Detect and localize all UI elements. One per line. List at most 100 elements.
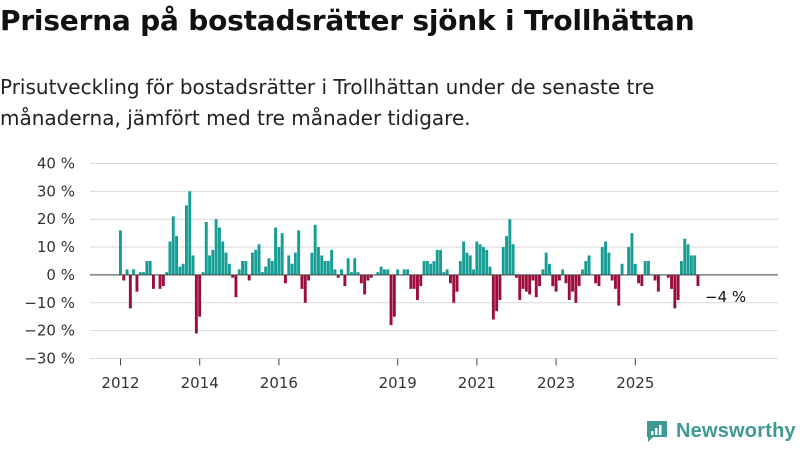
bar <box>528 274 532 295</box>
bar <box>643 261 647 275</box>
y-tick-label: −10 % <box>24 294 75 312</box>
bar <box>208 255 211 275</box>
bar <box>198 274 202 317</box>
chart-title: Priserna på bostadsrätter sjönk i Trollh… <box>0 4 695 37</box>
bar <box>538 274 541 287</box>
bar <box>614 274 617 289</box>
bar <box>498 274 502 300</box>
bar <box>425 261 429 275</box>
bar <box>389 274 393 326</box>
bar <box>571 274 574 292</box>
bar <box>125 269 129 275</box>
bar <box>353 258 357 275</box>
bar <box>363 274 367 295</box>
bar <box>168 241 172 275</box>
y-tick-label: 40 % <box>37 155 75 173</box>
bar <box>574 274 578 303</box>
bar <box>135 274 139 292</box>
bar <box>241 261 244 275</box>
bar <box>336 274 340 278</box>
last-value-label: −4 % <box>705 288 746 306</box>
bar <box>356 272 360 275</box>
bar <box>561 269 565 275</box>
bar <box>640 274 644 287</box>
bar <box>577 274 581 287</box>
newsworthy-logo-text: Newsworthy <box>676 419 796 442</box>
bar <box>432 261 436 275</box>
bar <box>145 261 149 275</box>
bar <box>211 249 215 275</box>
bar <box>505 235 508 275</box>
y-tick-label: 20 % <box>37 210 75 228</box>
bar <box>637 274 640 284</box>
bar <box>152 274 155 289</box>
bar <box>310 252 314 275</box>
bar <box>247 274 251 281</box>
bar <box>607 252 611 275</box>
bar <box>406 269 409 275</box>
bar <box>204 222 208 275</box>
bar <box>297 230 301 275</box>
bar <box>548 263 551 275</box>
bar <box>119 230 122 275</box>
bar <box>564 274 568 284</box>
bar <box>515 274 518 278</box>
bar <box>333 269 337 275</box>
bar <box>221 241 225 275</box>
bar <box>264 266 268 275</box>
bars <box>119 191 700 334</box>
bar <box>343 274 347 287</box>
bar <box>541 269 545 275</box>
bar <box>300 274 304 289</box>
bar <box>478 244 482 275</box>
bar <box>313 224 317 275</box>
bar <box>237 269 241 275</box>
bar <box>392 274 396 317</box>
bar <box>584 261 588 275</box>
bar <box>128 274 132 309</box>
bar <box>666 274 670 278</box>
bar <box>287 255 291 275</box>
bar <box>465 252 469 275</box>
bar <box>148 261 152 275</box>
bar <box>683 238 687 275</box>
bar <box>244 261 248 275</box>
bar <box>280 233 284 275</box>
bar <box>557 274 561 281</box>
bar <box>234 274 238 298</box>
bar <box>422 261 426 275</box>
bar <box>508 219 512 275</box>
bar <box>227 263 231 275</box>
bar <box>185 205 188 275</box>
bar <box>630 233 634 275</box>
bar <box>214 219 218 275</box>
x-tick-label: 2025 <box>616 374 654 392</box>
bar <box>676 274 680 300</box>
bar <box>138 272 142 275</box>
x-tick-label: 2014 <box>181 374 219 392</box>
bar <box>656 274 660 292</box>
x-tick-label: 2016 <box>260 374 298 392</box>
bar <box>402 269 406 275</box>
bar <box>633 263 637 275</box>
bar <box>597 274 601 287</box>
bar <box>482 247 485 275</box>
bar <box>251 252 254 275</box>
bar <box>330 249 334 275</box>
y-axis-ticks: −30 % −20 % −10 % 0 % 10 % 20 % 30 % 40 % <box>24 155 75 368</box>
bar <box>531 274 535 281</box>
bar <box>270 261 274 275</box>
bar <box>617 274 621 306</box>
bar <box>673 274 677 309</box>
y-tick-label: 30 % <box>37 182 75 200</box>
bar <box>458 261 462 275</box>
bar <box>201 272 205 275</box>
bar <box>551 274 555 287</box>
bar <box>340 269 343 275</box>
bar <box>696 274 700 287</box>
bar <box>620 263 624 275</box>
bar <box>600 247 604 275</box>
bar <box>194 274 198 334</box>
bar <box>435 249 439 275</box>
